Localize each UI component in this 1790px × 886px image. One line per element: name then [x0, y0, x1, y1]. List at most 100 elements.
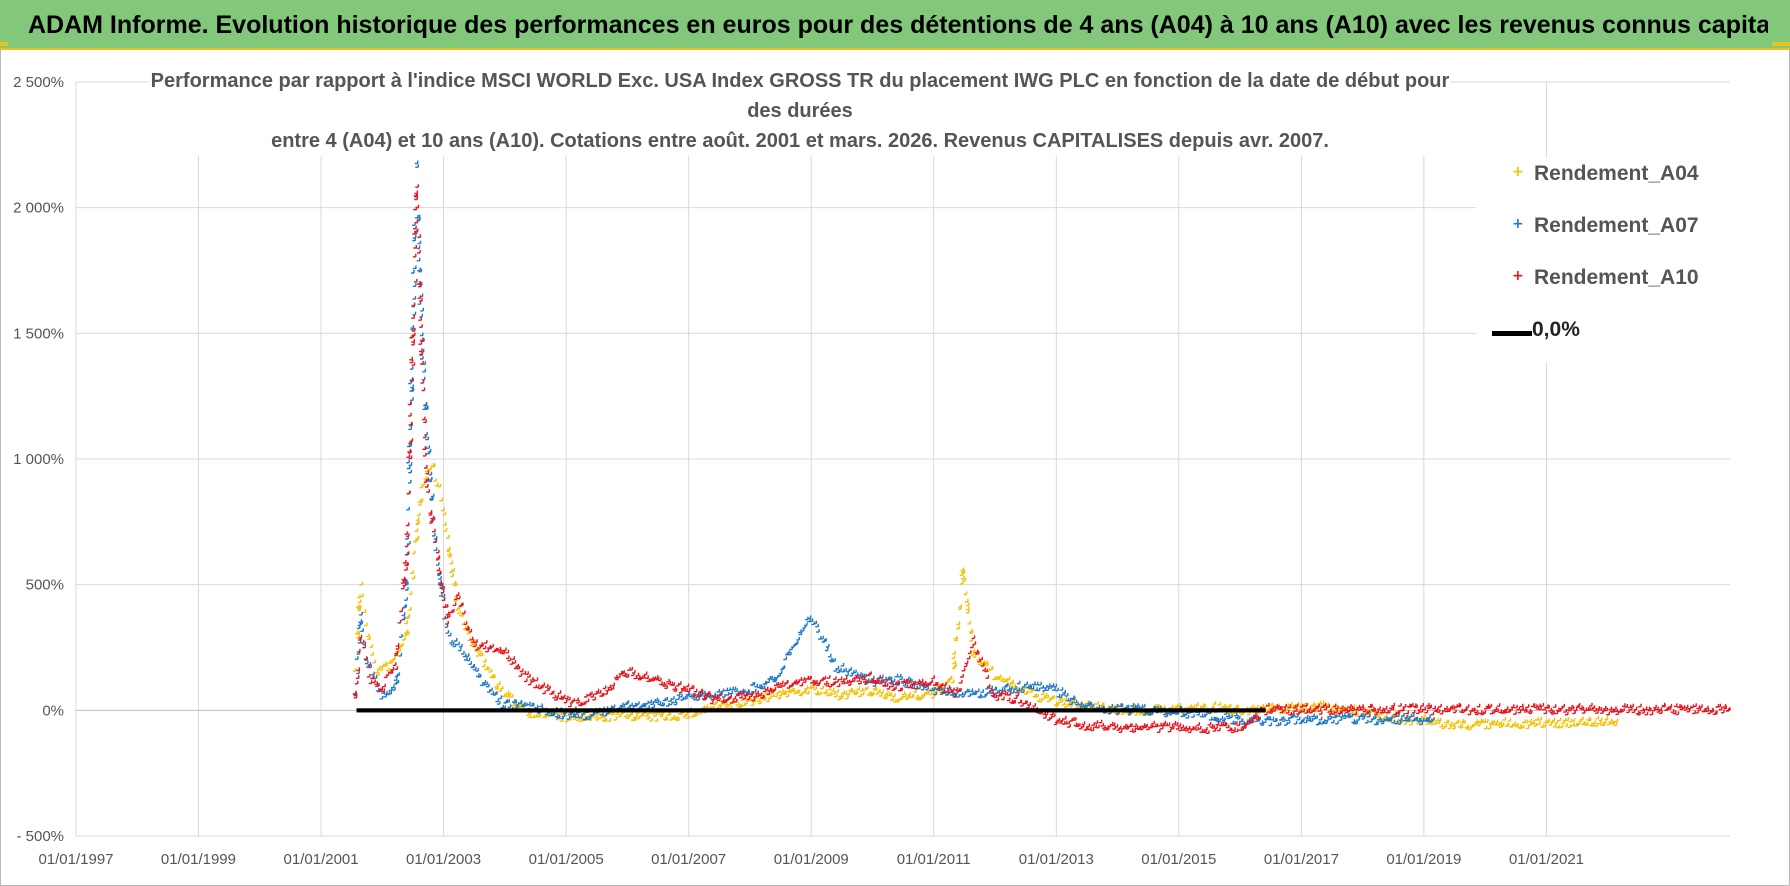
- data-point: [571, 698, 575, 702]
- data-point: [645, 675, 649, 679]
- data-point: [445, 621, 449, 625]
- data-point: [354, 680, 359, 685]
- data-point: [1191, 714, 1195, 718]
- data-point: [1293, 708, 1298, 712]
- data-point: [456, 595, 461, 600]
- data-point: [1086, 701, 1091, 705]
- data-point: [1573, 707, 1578, 712]
- x-tick-label: 01/01/2001: [284, 851, 359, 868]
- data-point: [1243, 725, 1247, 729]
- data-point: [590, 694, 595, 698]
- data-point: [1414, 717, 1419, 721]
- data-point: [702, 696, 707, 701]
- data-point: [1505, 722, 1510, 727]
- y-tick-label: 1 000%: [13, 451, 64, 468]
- data-point: [576, 699, 580, 704]
- data-point: [910, 694, 915, 698]
- data-point: [1130, 703, 1135, 707]
- data-point: [1117, 725, 1122, 730]
- data-point: [557, 690, 562, 694]
- data-point: [672, 699, 677, 704]
- banner-title: ADAM Informe. Evolution historique des p…: [28, 11, 1768, 39]
- data-point: [414, 528, 419, 532]
- data-point: [1236, 722, 1241, 726]
- data-point: [417, 240, 422, 245]
- data-point: [712, 694, 717, 698]
- data-point: [473, 643, 477, 648]
- data-point: [1038, 681, 1042, 686]
- data-point: [531, 678, 535, 683]
- data-point: [986, 684, 991, 688]
- data-point: [382, 683, 386, 688]
- data-point: [766, 679, 770, 683]
- data-point: [1348, 704, 1352, 708]
- data-point: [686, 692, 691, 697]
- data-point: [803, 689, 807, 693]
- data-point: [1072, 717, 1077, 721]
- data-point: [505, 649, 510, 654]
- data-point: [453, 582, 458, 587]
- data-point: [1090, 727, 1095, 732]
- data-point: [813, 686, 817, 691]
- data-point: [1051, 713, 1056, 718]
- data-point: [1673, 703, 1678, 708]
- data-point: [782, 690, 786, 694]
- data-point: [435, 549, 440, 554]
- legend-line-zero: [1492, 331, 1532, 336]
- data-point: [707, 693, 712, 697]
- x-tick-label: 01/01/2013: [1019, 851, 1094, 868]
- data-point: [416, 512, 421, 517]
- data-point: [1670, 709, 1675, 713]
- data-point: [1635, 710, 1640, 715]
- data-point: [636, 701, 640, 705]
- data-point: [764, 686, 769, 691]
- data-point: [1273, 718, 1278, 722]
- data-point: [1464, 724, 1469, 729]
- data-point: [1091, 722, 1095, 726]
- data-point: [960, 674, 964, 678]
- data-point: [595, 716, 600, 721]
- data-point: [1043, 715, 1047, 719]
- data-point: [424, 484, 429, 488]
- data-point: [402, 560, 407, 564]
- data-point: [865, 679, 869, 684]
- data-point: [953, 663, 958, 668]
- data-point: [1093, 724, 1097, 728]
- data-point: [1381, 709, 1386, 714]
- data-point: [836, 683, 841, 688]
- data-point: [1095, 701, 1099, 705]
- data-point: [414, 190, 419, 195]
- data-point: [1624, 704, 1628, 708]
- data-point: [771, 676, 775, 681]
- data-point: [1705, 705, 1709, 710]
- data-point: [593, 714, 598, 719]
- data-point: [845, 672, 849, 677]
- data-point: [414, 228, 419, 233]
- data-point: [1426, 718, 1430, 722]
- data-point: [828, 657, 833, 662]
- data-point: [971, 635, 976, 640]
- data-point: [446, 535, 450, 539]
- data-point: [835, 689, 840, 693]
- y-tick-label: 0%: [42, 702, 64, 719]
- data-point: [362, 641, 367, 646]
- data-point: [486, 666, 490, 671]
- data-point: [394, 652, 398, 657]
- data-point: [595, 688, 600, 693]
- data-point: [1250, 704, 1254, 709]
- data-point: [383, 661, 387, 666]
- data-point: [1430, 717, 1435, 722]
- data-point: [450, 573, 455, 577]
- data-point: [411, 362, 416, 366]
- data-point: [408, 462, 413, 466]
- data-point: [830, 687, 835, 692]
- data-point: [408, 455, 413, 460]
- data-point: [838, 676, 843, 681]
- data-point: [1191, 704, 1196, 709]
- data-point: [381, 688, 385, 693]
- data-point: [423, 402, 427, 407]
- data-point: [449, 569, 453, 573]
- data-point: [825, 682, 830, 687]
- data-point: [509, 694, 514, 698]
- data-point: [1456, 702, 1461, 707]
